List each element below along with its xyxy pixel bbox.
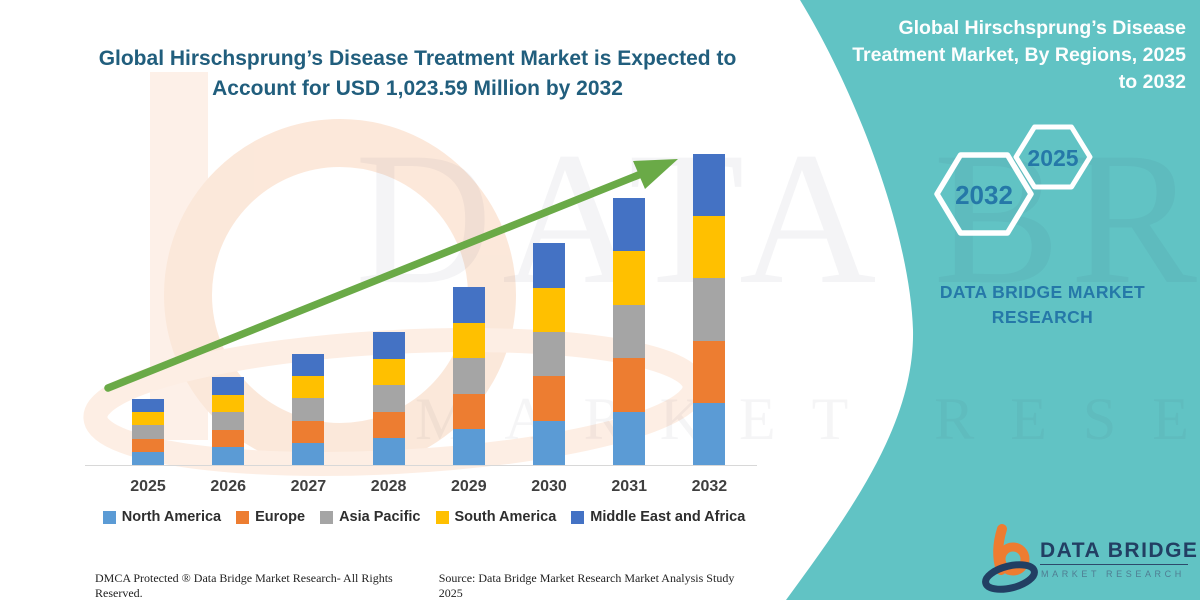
bar-segment: [212, 447, 245, 465]
bar-segment: [372, 438, 405, 465]
bar-segment: [372, 331, 405, 359]
year-label-2031: 2031: [611, 478, 647, 495]
bar-segment: [533, 287, 565, 332]
stacked-bar-2026: [212, 377, 245, 465]
footer: DMCA Protected ® Data Bridge Market Rese…: [95, 571, 757, 600]
logo-caption: MARKET RESEARCH: [1041, 569, 1185, 579]
bar-segment: [533, 376, 565, 421]
year-label-2029: 2029: [451, 478, 487, 495]
bar-segment: [132, 451, 164, 465]
year-label-2032: 2032: [691, 478, 728, 495]
bar-segment: [372, 411, 405, 439]
legend-label: Asia Pacific: [339, 509, 421, 525]
bar-segment: [212, 394, 245, 413]
bar-segment: [693, 402, 726, 465]
legend-swatch-icon: [102, 510, 116, 524]
bar-segment: [452, 322, 485, 359]
legend-swatch-icon: [236, 510, 250, 524]
chart-legend: North America Europe Asia Pacific South Ame…: [88, 509, 760, 525]
bar-segment: [613, 411, 646, 465]
legend-label: South America: [454, 509, 557, 525]
year-label-2030: 2030: [531, 478, 567, 495]
bar-segment: [452, 393, 485, 430]
bar-segment: [292, 420, 325, 443]
stacked-bar-2032: [693, 154, 726, 465]
legend-swatch-icon: [435, 510, 449, 524]
year-label-2025: 2025: [130, 478, 166, 495]
dmca-copyright-text: DMCA Protected ® Data Bridge Market Rese…: [95, 571, 393, 600]
legend-label: North America: [121, 509, 222, 525]
bar-segment: [212, 429, 245, 448]
bar-segment: [693, 278, 726, 341]
chart-title: Global Hirschsprung’s Disease Treatment …: [98, 47, 737, 101]
bar-segment: [132, 425, 164, 439]
source-text: Source: Data Bridge Market Research Mark…: [438, 571, 735, 600]
bar-segment: [292, 353, 325, 377]
legend-label: Europe: [255, 509, 306, 525]
bar-segment: [533, 243, 565, 288]
year-label-2028: 2028: [370, 478, 407, 495]
brand-caption: DATA BRIDGE MARKET RESEARCH: [939, 282, 1146, 327]
bar-segment: [372, 358, 405, 386]
hexagon-year-2032-label: 2032: [955, 180, 1013, 210]
bar-segment: [613, 197, 646, 252]
year-label-2027: 2027: [290, 478, 327, 495]
logo-wordmark: DATA BRIDGE: [1040, 539, 1199, 562]
x-axis-line: [85, 465, 757, 466]
bar-segment: [212, 412, 245, 430]
bar-segment: [132, 438, 164, 452]
stacked-bar-2027: [292, 353, 325, 465]
hexagon-year-2025-label: 2025: [1027, 145, 1079, 171]
bar-segment: [693, 154, 726, 217]
bar-segment: [452, 429, 485, 465]
bar-segment: [292, 398, 325, 421]
bar-segment: [132, 399, 164, 413]
logo-divider: [1040, 564, 1188, 565]
bar-segment: [693, 216, 726, 279]
legend-swatch-icon: [320, 510, 334, 524]
stacked-bar-2025: [132, 399, 164, 465]
legend-swatch-icon: [571, 510, 585, 524]
legend-label: Middle East and Africa: [590, 509, 746, 525]
bar-segment: [693, 340, 726, 403]
bar-segment: [613, 251, 646, 305]
bar-segment: [533, 331, 565, 377]
bar-segment: [613, 304, 646, 359]
bar-segment: [132, 412, 164, 426]
bar-segment: [452, 358, 485, 394]
bar-segment: [212, 377, 245, 395]
legend-item: Europe: [236, 509, 305, 525]
teal-panel-shape: [786, 0, 1200, 600]
legend-item: Middle East and Africa: [571, 509, 745, 525]
bar-segment: [613, 358, 646, 412]
stacked-bar-2031: [613, 197, 646, 465]
legend-item: North America: [102, 509, 222, 525]
bar-segment: [452, 287, 485, 323]
panel-title: Global Hirschsprung’s Disease Treatment …: [852, 17, 1186, 93]
bar-segment: [533, 420, 565, 465]
bar-segment: [292, 376, 325, 399]
legend-item: Asia Pacific: [320, 509, 421, 525]
stacked-bar-2028: [372, 331, 405, 465]
stacked-bar-2030: [533, 243, 565, 465]
legend-item: South America: [435, 509, 557, 525]
bar-segment: [372, 385, 405, 412]
bar-segment: [292, 442, 325, 465]
stacked-bar-2029: [452, 287, 485, 465]
year-label-2026: 2026: [210, 478, 246, 495]
